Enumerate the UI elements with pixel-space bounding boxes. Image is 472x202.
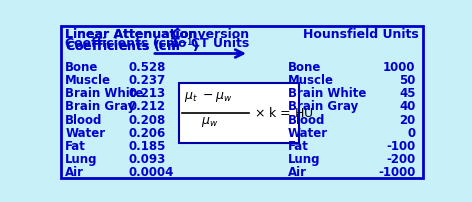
Bar [179, 83, 299, 143]
Text: $\times$ k = HU: $\times$ k = HU [253, 106, 313, 120]
Text: 0.528: 0.528 [129, 61, 166, 74]
Text: Hounsfield Units: Hounsfield Units [303, 28, 419, 41]
Text: Brain White: Brain White [65, 87, 143, 100]
Text: 0.212: 0.212 [129, 100, 166, 114]
Text: -200: -200 [386, 153, 415, 166]
Text: Water: Water [65, 127, 105, 140]
Text: Bone: Bone [287, 61, 321, 74]
Text: To CT Units: To CT Units [171, 37, 249, 50]
Text: Blood: Blood [287, 114, 325, 127]
Text: 40: 40 [399, 100, 415, 114]
Text: Conversion: Conversion [171, 28, 249, 41]
Text: Lung: Lung [287, 153, 320, 166]
Text: Coefficients (cm: Coefficients (cm [65, 37, 179, 50]
Text: Linear Attenuation: Linear Attenuation [65, 28, 197, 41]
Text: 0.213: 0.213 [129, 87, 166, 100]
Text: 45: 45 [399, 87, 415, 100]
Text: Water: Water [287, 127, 328, 140]
Text: Fat: Fat [65, 140, 86, 153]
Text: $\mu_t\ -\mu_w$: $\mu_t\ -\mu_w$ [184, 90, 232, 104]
Text: Muscle: Muscle [287, 74, 334, 87]
Text: 0.208: 0.208 [129, 114, 166, 127]
Text: 0: 0 [407, 127, 415, 140]
Text: 20: 20 [399, 114, 415, 127]
Text: Blood: Blood [65, 114, 102, 127]
Text: Lung: Lung [65, 153, 98, 166]
Text: Air: Air [65, 166, 84, 179]
Text: 0.185: 0.185 [129, 140, 166, 153]
Text: Coefficients (cm$^{-1}$): Coefficients (cm$^{-1}$) [65, 37, 200, 55]
Text: -100: -100 [386, 140, 415, 153]
Text: Bone: Bone [65, 61, 99, 74]
Text: 1000: 1000 [383, 61, 415, 74]
Text: $\mu_w$: $\mu_w$ [201, 115, 218, 129]
Text: Coefficients (cm$^{-1}$): Coefficients (cm$^{-1}$) [65, 37, 200, 55]
Text: 0.093: 0.093 [129, 153, 166, 166]
Text: Muscle: Muscle [65, 74, 111, 87]
Text: Air: Air [287, 166, 307, 179]
Text: Brain White: Brain White [287, 87, 366, 100]
Text: 0.237: 0.237 [129, 74, 166, 87]
Text: 50: 50 [399, 74, 415, 87]
Text: Fat: Fat [287, 140, 309, 153]
Text: Brain Gray: Brain Gray [287, 100, 358, 114]
Text: -1000: -1000 [378, 166, 415, 179]
Text: 0.206: 0.206 [129, 127, 166, 140]
Text: Linear Attenuation: Linear Attenuation [65, 28, 197, 41]
Text: 0.0004: 0.0004 [129, 166, 174, 179]
Text: Brain Gray: Brain Gray [65, 100, 135, 114]
